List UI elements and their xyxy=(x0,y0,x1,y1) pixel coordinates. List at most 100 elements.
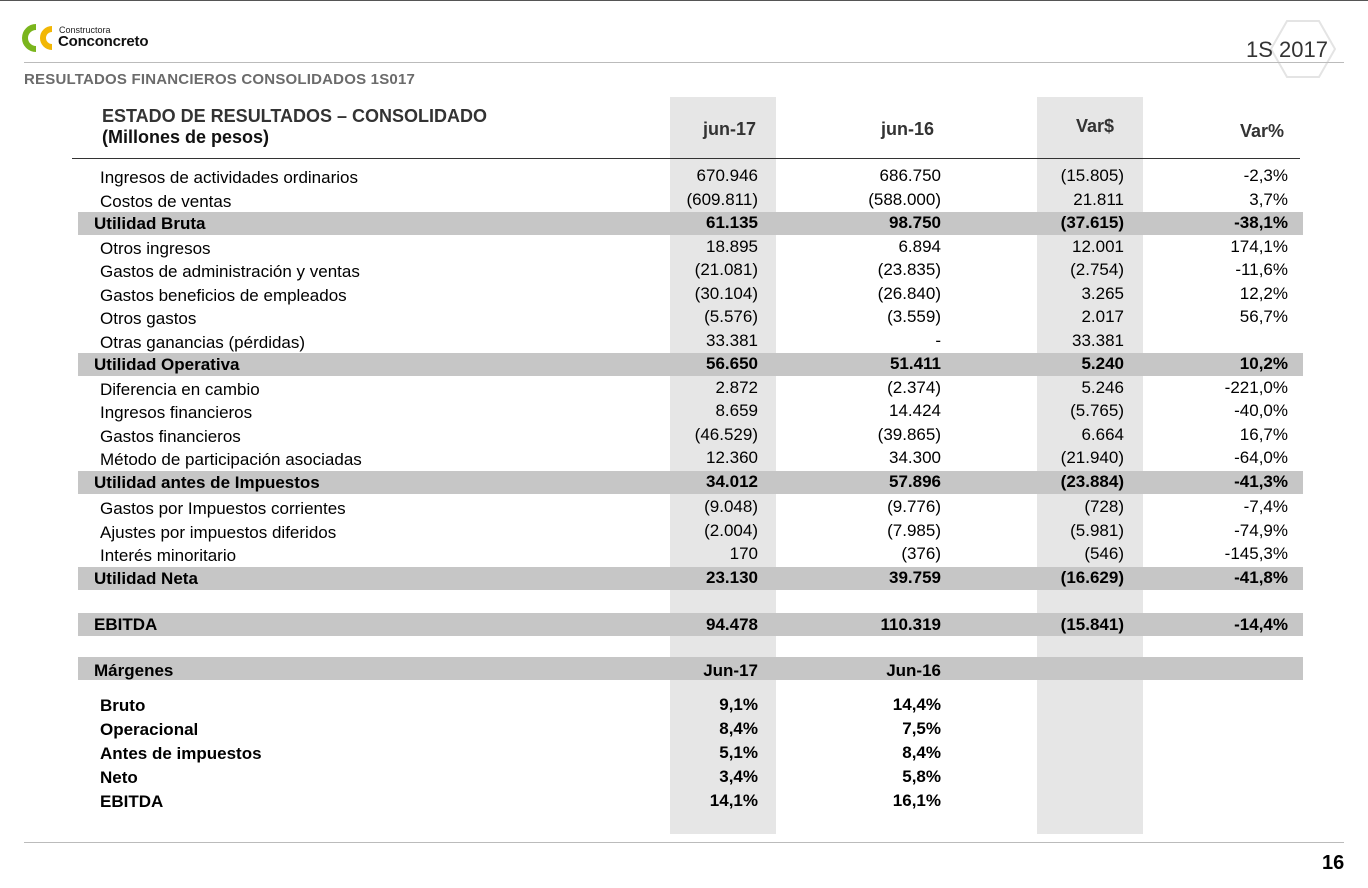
band-ebitda xyxy=(78,613,1303,636)
band-utilidad-neta xyxy=(78,567,1303,590)
margin-cell: 9,1% xyxy=(719,695,758,714)
table-row-label: Utilidad antes de Impuestos xyxy=(94,473,320,492)
table-cell: 2.872 xyxy=(715,378,758,397)
margin-row-label: EBITDA xyxy=(100,792,164,811)
table-cell: 33.381 xyxy=(1072,331,1124,350)
table-row-label: Gastos beneficios de empleados xyxy=(100,286,347,305)
margin-cell: 5,1% xyxy=(719,743,758,762)
table-cell: 56,7% xyxy=(1239,307,1288,326)
page-number: 16 xyxy=(1322,852,1345,874)
header-divider xyxy=(24,62,1344,63)
table-cell: (2.754) xyxy=(1070,260,1124,279)
table-cell: 174,1% xyxy=(1230,237,1288,256)
table-row-label: Gastos de administración y ventas xyxy=(100,262,360,281)
period-label: 1S 2017 xyxy=(1246,37,1328,62)
table-row-label: Otros ingresos xyxy=(100,239,211,258)
table-cell: 57.896 xyxy=(889,472,941,491)
table-cell: 8.659 xyxy=(715,401,758,420)
table-cell: -38,1% xyxy=(1234,213,1288,232)
margins-column-jun16: Jun-16 xyxy=(886,661,941,680)
table-cell: 56.650 xyxy=(706,354,758,373)
table-cell: 12,2% xyxy=(1239,284,1288,303)
margin-cell: 8,4% xyxy=(719,719,758,738)
hexagon-icon xyxy=(1270,20,1336,78)
table-title: ESTADO DE RESULTADOS – CONSOLIDADO xyxy=(102,106,488,126)
table-cell: -145,3% xyxy=(1224,544,1288,563)
table-cell: 34.300 xyxy=(889,448,941,467)
table-cell: 686.750 xyxy=(879,166,941,185)
table-cell: (21.081) xyxy=(694,260,758,279)
margin-row-label: Neto xyxy=(100,768,138,787)
table-cell: 34.012 xyxy=(706,472,758,491)
slide-subtitle: RESULTADOS FINANCIEROS CONSOLIDADOS 1S01… xyxy=(24,71,416,88)
table-cell: 6.664 xyxy=(1081,425,1124,444)
margin-row-label: Bruto xyxy=(100,696,146,715)
band-utilidad-operativa xyxy=(78,353,1303,376)
table-cell: (588.000) xyxy=(868,190,941,209)
brand-small-text: Constructora xyxy=(59,25,111,35)
margins-column-jun17: Jun-17 xyxy=(703,661,758,680)
table-cell: 51.411 xyxy=(889,354,941,373)
table-row-label: Ingresos financieros xyxy=(100,403,253,422)
table-cell: 5.246 xyxy=(1081,378,1124,397)
table-row-label: Utilidad Neta xyxy=(94,569,198,588)
footer-divider xyxy=(24,842,1344,843)
table-cell: 61.135 xyxy=(706,213,758,232)
top-border xyxy=(0,0,1368,1)
margin-cell: 5,8% xyxy=(902,767,941,786)
margin-cell: 3,4% xyxy=(719,767,758,786)
margin-cell: 7,5% xyxy=(902,719,941,738)
ebitda-var-pct: -14,4% xyxy=(1234,615,1288,634)
table-row-label: Gastos por Impuestos corrientes xyxy=(100,499,346,518)
table-cell: -41,8% xyxy=(1234,568,1288,587)
table-cell: 10,2% xyxy=(1239,354,1288,373)
table-cell: -221,0% xyxy=(1224,378,1288,397)
table-cell: (609.811) xyxy=(686,190,758,209)
table-cell: (26.840) xyxy=(877,284,941,303)
table-cell: (5.765) xyxy=(1070,401,1124,420)
table-cell: (39.865) xyxy=(877,425,941,444)
table-cell: (15.805) xyxy=(1060,166,1124,185)
header-rule xyxy=(72,158,1300,159)
table-cell: 98.750 xyxy=(889,213,941,232)
margin-cell: 8,4% xyxy=(902,743,941,762)
conconcreto-logo-icon xyxy=(22,24,53,52)
table-cell: 5.240 xyxy=(1081,354,1124,373)
table-cell: 16,7% xyxy=(1239,425,1288,444)
band-utilidad-bruta xyxy=(78,212,1303,235)
table-cell: (9.776) xyxy=(887,497,941,516)
table-cell: (2.004) xyxy=(704,521,758,540)
table-cell: -64,0% xyxy=(1234,448,1288,467)
table-cell: -11,6% xyxy=(1235,260,1288,279)
table-cell: 3,7% xyxy=(1249,190,1288,209)
margin-cell: 14,1% xyxy=(709,791,758,810)
table-cell: - xyxy=(935,331,941,350)
table-units: (Millones de pesos) xyxy=(102,127,270,147)
table-cell: (46.529) xyxy=(694,425,758,444)
table-cell: 12.360 xyxy=(706,448,758,467)
table-row-label: Ingresos de actividades ordinarios xyxy=(100,168,358,187)
table-cell: -2,3% xyxy=(1243,166,1288,185)
table-cell: (9.048) xyxy=(704,497,758,516)
table-cell: (5.981) xyxy=(1070,521,1124,540)
table-cell: 6.894 xyxy=(898,237,941,256)
table-cell: 18.895 xyxy=(706,237,758,256)
table-cell: (546) xyxy=(1084,544,1124,563)
table-cell: (2.374) xyxy=(887,378,941,397)
table-row-label: Gastos financieros xyxy=(100,427,241,446)
table-cell: 2.017 xyxy=(1081,307,1124,326)
table-cell: (23.884) xyxy=(1060,472,1124,491)
table-cell: 670.946 xyxy=(696,166,758,185)
ebitda-jun16: 110.319 xyxy=(880,615,941,634)
table-cell: (23.835) xyxy=(877,260,941,279)
table-cell: (5.576) xyxy=(704,307,758,326)
table-row-label: Utilidad Bruta xyxy=(94,214,206,233)
table-row-label: Ajustes por impuestos diferidos xyxy=(100,523,337,542)
table-cell: (728) xyxy=(1084,497,1124,516)
table-cell: 23.130 xyxy=(706,568,758,587)
table-cell: 12.001 xyxy=(1072,237,1124,256)
table-cell: -7,4% xyxy=(1243,497,1288,516)
column-header-var-abs: Var$ xyxy=(1075,116,1114,136)
table-row-label: Otros gastos xyxy=(100,309,197,328)
ebitda-var-abs: (15.841) xyxy=(1060,615,1124,634)
